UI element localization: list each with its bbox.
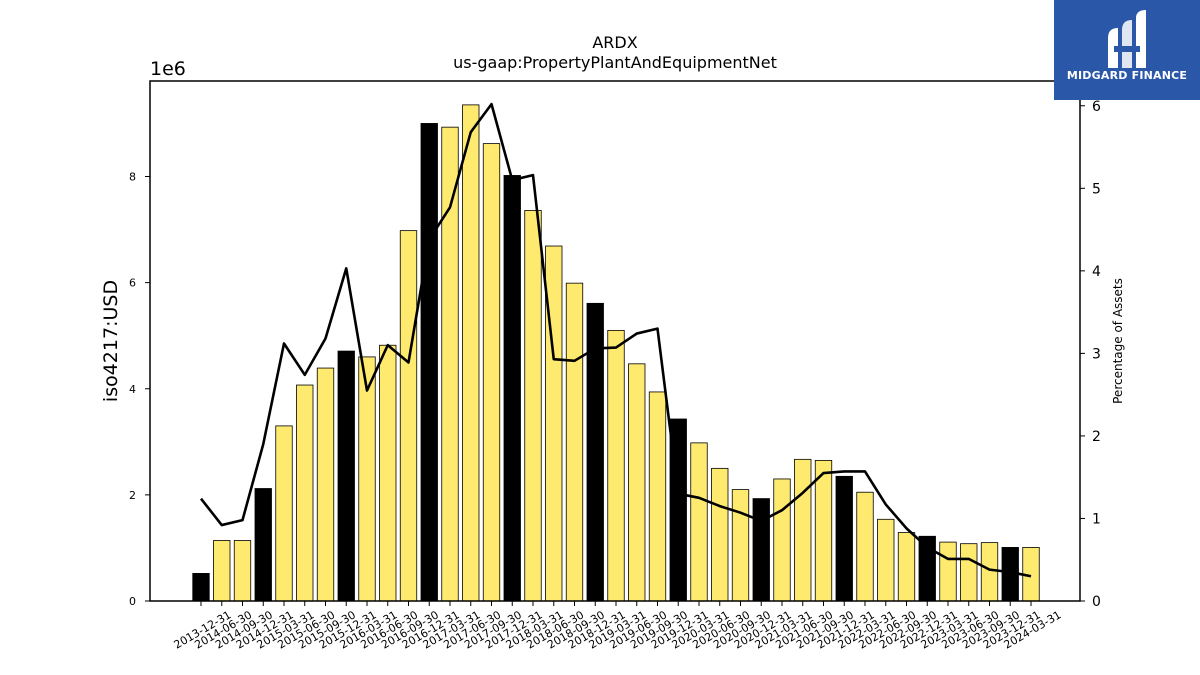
y2-tick-label: 6 xyxy=(1092,99,1101,115)
bar xyxy=(690,442,708,602)
bar xyxy=(254,488,272,602)
bar xyxy=(711,467,729,602)
bar xyxy=(358,356,376,602)
bar xyxy=(814,459,833,602)
bar xyxy=(607,329,625,602)
percentage-line xyxy=(199,102,1032,578)
brand-logo: MIDGARD FINANCE xyxy=(1054,0,1200,100)
bar xyxy=(316,367,335,602)
bar xyxy=(192,573,210,602)
plot-frame xyxy=(149,80,1081,602)
bar xyxy=(524,210,542,602)
y-axis-label: iso4217:USD xyxy=(100,280,122,402)
axes-layer: 0246801234562013-12-312014-06-302014-09-… xyxy=(129,80,1101,652)
bar xyxy=(752,498,770,602)
y2-tick-label: 3 xyxy=(1092,346,1101,362)
bar xyxy=(835,475,853,602)
bar xyxy=(213,540,231,602)
bar xyxy=(399,230,418,602)
y-tick-label: 4 xyxy=(129,383,136,396)
bar xyxy=(420,123,438,602)
bar xyxy=(233,540,252,602)
bar xyxy=(462,104,480,602)
bar xyxy=(939,541,957,602)
y2-axis-label: Percentage of Assets xyxy=(1111,278,1125,404)
y-tick-label: 2 xyxy=(129,489,136,502)
bar xyxy=(856,491,874,602)
bar xyxy=(441,126,459,602)
bar xyxy=(877,518,895,602)
brand-text: MIDGARD FINANCE xyxy=(1066,69,1188,82)
bar xyxy=(296,384,314,602)
y2-tick-label: 1 xyxy=(1092,511,1101,527)
chart-subtitle: us-gaap:PropertyPlantAndEquipmentNet xyxy=(453,53,777,72)
bar xyxy=(648,391,667,602)
bar xyxy=(503,175,521,602)
bar xyxy=(379,344,397,602)
midgard-mark-icon xyxy=(1108,10,1146,68)
bar xyxy=(773,478,791,602)
bar xyxy=(980,542,999,602)
y-tick-label: 6 xyxy=(129,277,136,290)
y2-tick-label: 5 xyxy=(1092,181,1101,197)
bar xyxy=(731,489,750,602)
bar xyxy=(794,458,812,602)
bar xyxy=(960,543,978,602)
bars-layer xyxy=(192,104,1040,602)
y2-tick-label: 0 xyxy=(1092,594,1101,610)
line-layer xyxy=(199,102,1032,578)
y-offset-label: 1e6 xyxy=(150,58,186,80)
y-tick-label: 8 xyxy=(129,171,136,184)
y2-tick-label: 2 xyxy=(1092,429,1101,445)
bar xyxy=(337,350,355,602)
bar xyxy=(897,532,916,602)
y-tick-label: 0 xyxy=(129,595,136,608)
bar xyxy=(482,143,501,602)
bar xyxy=(565,282,584,602)
bar xyxy=(628,363,646,602)
chart-title: ARDX xyxy=(592,33,637,52)
y2-tick-label: 4 xyxy=(1092,264,1101,280)
bar xyxy=(275,425,293,602)
